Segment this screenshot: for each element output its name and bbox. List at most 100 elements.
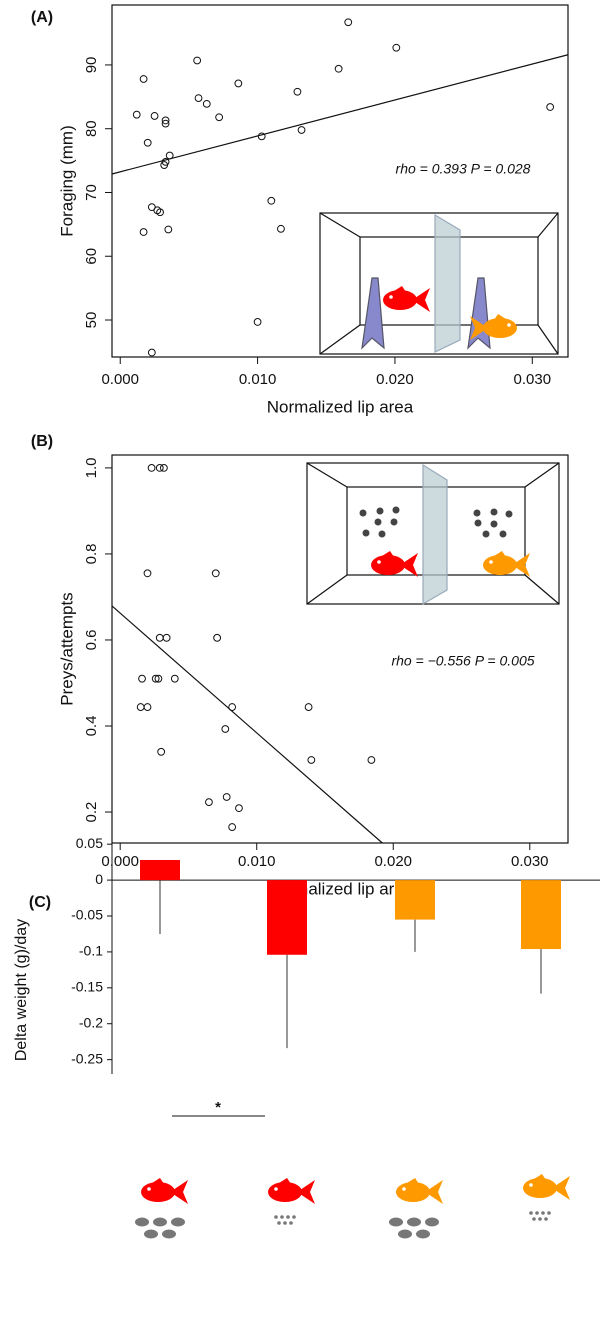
fish-icon <box>383 286 430 312</box>
y-tick-label: 70 <box>83 184 100 201</box>
point <box>215 113 224 122</box>
point <box>155 633 164 642</box>
point <box>344 18 353 27</box>
annotation: rho = −0.556 P = 0.005 <box>391 653 534 669</box>
point <box>234 79 243 88</box>
point <box>221 725 230 733</box>
point <box>293 87 302 96</box>
fit-line <box>111 605 383 844</box>
point <box>155 464 164 472</box>
point <box>253 318 262 326</box>
point <box>139 75 148 83</box>
point <box>162 633 171 642</box>
panel-label: (C) <box>29 894 51 911</box>
y-tick-label: 0.2 <box>83 802 100 823</box>
fish-icon <box>268 1178 315 1204</box>
point <box>147 464 156 472</box>
annotation: rho = 0.393 P = 0.028 <box>396 161 531 177</box>
point <box>132 110 141 119</box>
point <box>157 747 166 756</box>
point <box>367 756 376 764</box>
point <box>213 633 222 642</box>
point <box>267 196 276 205</box>
point <box>139 228 148 236</box>
panel-label: (B) <box>31 433 53 450</box>
point <box>164 225 173 234</box>
point <box>151 674 160 683</box>
point <box>205 798 213 807</box>
fish-icon <box>523 1174 570 1200</box>
point <box>193 56 202 65</box>
point <box>159 464 168 472</box>
point <box>228 703 237 711</box>
bar <box>140 859 180 881</box>
y-tick-label: 0.05 <box>76 835 103 851</box>
x-axis-label: Normalized lip area <box>267 397 414 416</box>
point <box>154 674 163 683</box>
y-axis-label: Delta weight (g)/day <box>13 919 30 1061</box>
x-tick-label: 0.010 <box>239 371 277 388</box>
bar <box>267 880 307 955</box>
y-tick-label: 0.8 <box>83 544 100 565</box>
point <box>156 208 164 217</box>
y-axis-label: Preys/attempts <box>57 592 76 705</box>
point <box>150 112 159 120</box>
point <box>136 703 145 711</box>
x-tick-label: 0.010 <box>238 853 276 870</box>
y-tick-label: 0.6 <box>83 630 100 651</box>
inset-diagram <box>319 212 559 355</box>
y-tick-label: 1.0 <box>83 457 100 478</box>
fish-icon <box>396 1178 443 1204</box>
point <box>277 224 285 233</box>
bar <box>395 880 435 920</box>
x-tick-label: 0.020 <box>376 371 414 388</box>
annotation: * <box>215 1099 221 1116</box>
y-tick-label: 0 <box>95 871 103 887</box>
point <box>257 132 266 141</box>
y-tick-label: -0.1 <box>79 943 103 959</box>
y-tick-label: 60 <box>83 248 100 265</box>
x-tick-label: 0.000 <box>101 853 139 870</box>
point <box>147 348 156 357</box>
plot-frame <box>111 4 569 358</box>
panel-label: (A) <box>31 9 53 26</box>
point <box>307 756 316 764</box>
y-tick-label: 90 <box>83 57 100 74</box>
point <box>297 126 306 134</box>
point <box>161 119 170 128</box>
y-tick-label: 0.4 <box>83 716 100 737</box>
fish-icon <box>141 1178 188 1204</box>
y-axis-label: Foraging (mm) <box>57 125 76 236</box>
y-tick-label: 80 <box>83 120 100 137</box>
bar <box>521 880 561 950</box>
y-tick-label: -0.2 <box>79 1014 103 1030</box>
point <box>160 161 169 169</box>
point <box>546 103 555 111</box>
fit-line <box>111 54 569 175</box>
y-tick-label: -0.05 <box>71 907 103 923</box>
x-tick-label: 0.030 <box>514 371 552 388</box>
point <box>235 804 243 813</box>
point <box>392 43 401 52</box>
point <box>170 674 179 683</box>
x-tick-label: 0.000 <box>101 371 139 388</box>
y-tick-label: 50 <box>83 312 100 329</box>
plot-frame <box>111 454 569 844</box>
prey-icons <box>359 506 513 538</box>
point <box>194 94 203 103</box>
point <box>304 703 313 711</box>
point <box>143 569 152 578</box>
food-icons <box>135 1211 551 1239</box>
point <box>143 703 152 711</box>
y-tick-label: -0.15 <box>71 979 103 995</box>
point <box>161 116 170 125</box>
point <box>143 138 152 147</box>
point <box>334 64 343 73</box>
x-tick-label: 0.020 <box>374 853 412 870</box>
point <box>211 569 220 578</box>
point <box>138 674 146 683</box>
point <box>228 823 237 831</box>
point <box>222 793 231 801</box>
fish-icon <box>371 551 418 577</box>
point <box>202 99 211 108</box>
